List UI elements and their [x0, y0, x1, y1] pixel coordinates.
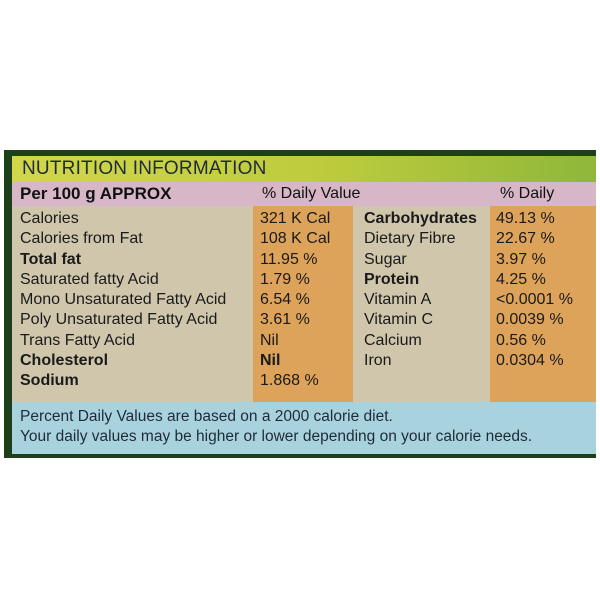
daily-value-footnote: Percent Daily Values are based on a 2000… [12, 402, 596, 454]
nutrient-value: 321 K Cal [260, 210, 331, 227]
nutrient-name: Calories [20, 210, 79, 227]
nutrient-name: Total fat [20, 250, 82, 268]
nutrient-name: Calories from Fat [20, 230, 143, 248]
nutrient-name: Vitamin A [364, 291, 432, 309]
footnote-line-2: Your daily values may be higher or lower… [20, 428, 533, 445]
nutrient-name: Iron [364, 352, 392, 370]
nutrient-name: Protein [364, 270, 420, 288]
nutrient-value: Nil [260, 352, 281, 370]
nutrient-name: Saturated fatty Acid [20, 270, 159, 288]
nutrition-panel: NUTRITION INFORMATION Per 100 g APPROX %… [4, 150, 596, 458]
value-column-left [253, 206, 353, 402]
nutrient-name: Carbohydrates [364, 210, 477, 227]
table-row: Sodium 1.868 % [12, 371, 596, 391]
table-row: Cholesterol Nil Iron 0.0304 % [12, 351, 596, 371]
nutrient-name: Sugar [364, 250, 407, 268]
table-row: Trans Fatty Acid Nil Calcium 0.56 % [12, 331, 596, 351]
nutrient-value: 3.61 % [260, 311, 310, 329]
nutrient-value: 49.13 % [496, 210, 555, 227]
nutrient-name: Dietary Fibre [364, 230, 456, 248]
nutrient-name: Calcium [364, 331, 422, 349]
nutrient-value: 4.25 % [496, 270, 546, 288]
nutrient-value: 1.868 % [260, 372, 319, 390]
nutrient-value: 3.97 % [496, 250, 546, 268]
nutrient-value: 0.0304 % [496, 352, 564, 370]
nutrition-rows: Calories 321 K Cal Carbohydrates 49.13 %… [12, 209, 596, 392]
nutrient-value: 0.0039 % [496, 311, 564, 329]
nutrient-value: 1.79 % [260, 270, 310, 288]
table-row: Total fat 11.95 % Sugar 3.97 % [12, 250, 596, 270]
nutrient-name: Sodium [20, 372, 79, 390]
nutrient-value: Nil [260, 331, 279, 349]
header-row: Per 100 g APPROX % Daily Value % Daily V… [12, 182, 596, 226]
nutrient-value: 11.95 % [260, 250, 318, 268]
daily-value-header-left: % Daily Value [262, 185, 361, 202]
table-row: Calories 321 K Cal Carbohydrates 49.13 % [12, 209, 596, 229]
nutrient-value: <0.0001 % [496, 291, 573, 309]
nutrient-name: Trans Fatty Acid [20, 331, 135, 349]
value-column-right [490, 206, 596, 402]
nutrient-name: Poly Unsaturated Fatty Acid [20, 311, 218, 329]
nutrient-value: 108 K Cal [260, 230, 331, 248]
footnote-line-1: Percent Daily Values are based on a 2000… [20, 408, 393, 425]
table-row: Poly Unsaturated Fatty Acid 3.61 % Vitam… [12, 310, 596, 330]
table-row: Mono Unsaturated Fatty Acid 6.54 % Vitam… [12, 290, 596, 310]
table-row: Saturated fatty Acid 1.79 % Protein 4.25… [12, 270, 596, 290]
nutrient-name: Cholesterol [20, 352, 109, 370]
nutrient-value: 0.56 % [496, 331, 546, 349]
panel-title: NUTRITION INFORMATION [12, 156, 596, 182]
nutrient-value: 22.67 % [496, 230, 555, 248]
per-serving-label: Per 100 g APPROX [20, 184, 172, 203]
nutrient-name: Mono Unsaturated Fatty Acid [20, 291, 227, 309]
nutrient-name: Vitamin C [364, 311, 434, 329]
table-row: Calories from Fat 108 K Cal Dietary Fibr… [12, 229, 596, 249]
nutrient-value: 6.54 % [260, 291, 310, 309]
nutrition-table: Calories 321 K Cal Carbohydrates 49.13 %… [12, 206, 596, 402]
